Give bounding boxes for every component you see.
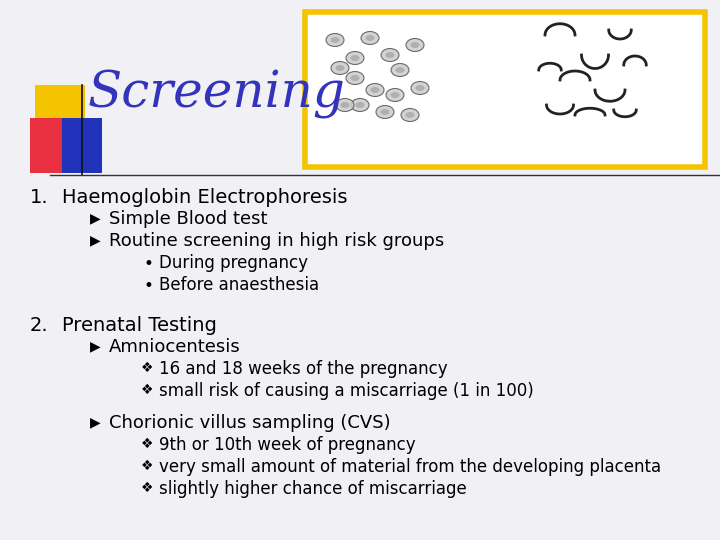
Ellipse shape bbox=[406, 38, 424, 51]
Text: ▶: ▶ bbox=[91, 211, 101, 225]
Ellipse shape bbox=[351, 75, 359, 81]
Ellipse shape bbox=[326, 33, 344, 46]
Ellipse shape bbox=[405, 112, 415, 118]
Ellipse shape bbox=[346, 71, 364, 84]
Text: 16 and 18 weeks of the pregnancy: 16 and 18 weeks of the pregnancy bbox=[159, 360, 448, 378]
Text: Amniocentesis: Amniocentesis bbox=[109, 338, 240, 356]
Text: 9th or 10th week of pregnancy: 9th or 10th week of pregnancy bbox=[159, 436, 415, 454]
Text: Prenatal Testing: Prenatal Testing bbox=[62, 316, 217, 335]
Text: During pregnancy: During pregnancy bbox=[159, 254, 308, 272]
Ellipse shape bbox=[381, 49, 399, 62]
Text: •: • bbox=[143, 277, 153, 295]
Text: very small amount of material from the developing placenta: very small amount of material from the d… bbox=[159, 458, 661, 476]
Ellipse shape bbox=[386, 89, 404, 102]
Ellipse shape bbox=[356, 102, 364, 108]
Bar bbox=[305, 12, 705, 167]
Ellipse shape bbox=[376, 105, 394, 118]
Text: ❖: ❖ bbox=[140, 437, 153, 451]
Ellipse shape bbox=[380, 109, 390, 115]
Ellipse shape bbox=[385, 52, 395, 58]
Ellipse shape bbox=[401, 109, 419, 122]
Text: Routine screening in high risk groups: Routine screening in high risk groups bbox=[109, 232, 444, 250]
Text: Haemoglobin Electrophoresis: Haemoglobin Electrophoresis bbox=[62, 188, 348, 207]
Text: ▶: ▶ bbox=[91, 339, 101, 353]
Ellipse shape bbox=[336, 65, 344, 71]
Text: ❖: ❖ bbox=[140, 361, 153, 375]
Ellipse shape bbox=[351, 98, 369, 111]
Text: small risk of causing a miscarriage (1 in 100): small risk of causing a miscarriage (1 i… bbox=[159, 382, 534, 400]
Bar bbox=[30, 118, 70, 173]
Ellipse shape bbox=[366, 84, 384, 97]
Text: ❖: ❖ bbox=[140, 481, 153, 495]
Text: Screening: Screening bbox=[88, 70, 346, 119]
Ellipse shape bbox=[411, 82, 429, 94]
Bar bbox=[35, 85, 85, 145]
Ellipse shape bbox=[341, 102, 349, 108]
Text: 1.: 1. bbox=[30, 188, 48, 207]
Bar bbox=[62, 118, 102, 173]
Ellipse shape bbox=[336, 98, 354, 111]
Ellipse shape bbox=[395, 67, 405, 73]
Text: ❖: ❖ bbox=[140, 383, 153, 397]
Text: ❖: ❖ bbox=[140, 459, 153, 473]
Ellipse shape bbox=[366, 35, 374, 41]
Ellipse shape bbox=[391, 64, 409, 77]
Ellipse shape bbox=[390, 92, 400, 98]
Text: Before anaesthesia: Before anaesthesia bbox=[159, 276, 319, 294]
Text: •: • bbox=[143, 255, 153, 273]
Text: ▶: ▶ bbox=[91, 233, 101, 247]
Text: 2.: 2. bbox=[30, 316, 48, 335]
Ellipse shape bbox=[346, 51, 364, 64]
Ellipse shape bbox=[415, 85, 425, 91]
Text: Simple Blood test: Simple Blood test bbox=[109, 210, 268, 228]
Ellipse shape bbox=[331, 62, 349, 75]
Text: ▶: ▶ bbox=[91, 415, 101, 429]
Ellipse shape bbox=[371, 87, 379, 93]
Text: slightly higher chance of miscarriage: slightly higher chance of miscarriage bbox=[159, 480, 467, 498]
Ellipse shape bbox=[330, 37, 340, 43]
Ellipse shape bbox=[410, 42, 420, 48]
Ellipse shape bbox=[351, 55, 359, 61]
Text: Chorionic villus sampling (CVS): Chorionic villus sampling (CVS) bbox=[109, 414, 391, 432]
Ellipse shape bbox=[361, 31, 379, 44]
